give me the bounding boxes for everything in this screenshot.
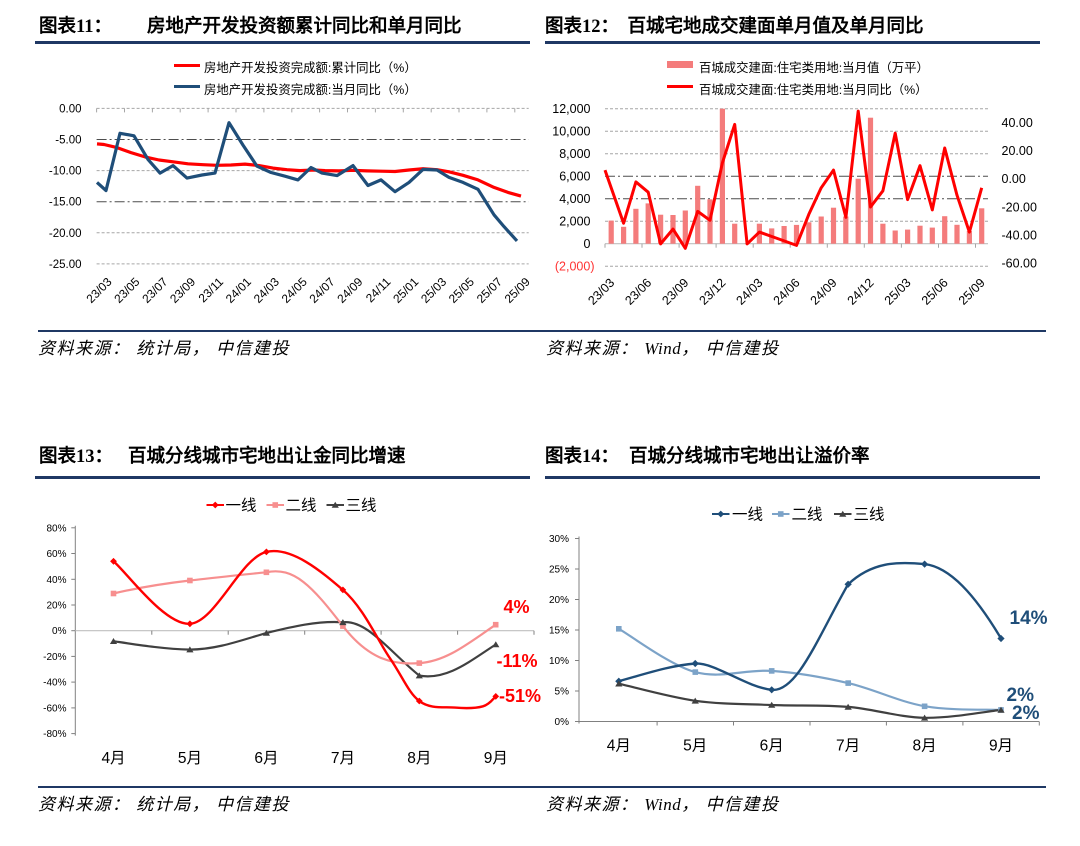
svg-text:23/03: 23/03 xyxy=(585,276,617,308)
svg-text:4月: 4月 xyxy=(607,738,631,755)
svg-text:20.00: 20.00 xyxy=(1002,144,1033,158)
svg-text:-25.00: -25.00 xyxy=(49,259,82,271)
svg-text:4,000: 4,000 xyxy=(559,192,590,206)
svg-text:30%: 30% xyxy=(549,534,569,545)
svg-text:23/11: 23/11 xyxy=(196,274,227,305)
svg-text:80%: 80% xyxy=(46,523,66,534)
svg-text:23/07: 23/07 xyxy=(139,274,170,305)
svg-text:8月: 8月 xyxy=(913,738,937,755)
svg-text:2,000: 2,000 xyxy=(559,214,590,228)
svg-text:60%: 60% xyxy=(46,549,66,560)
svg-text:25/06: 25/06 xyxy=(919,276,951,308)
svg-text:9月: 9月 xyxy=(484,750,508,767)
svg-text:25/05: 25/05 xyxy=(446,274,477,305)
svg-text:0%: 0% xyxy=(555,717,570,728)
svg-text:一线: 一线 xyxy=(732,506,763,524)
svg-text:25/03: 25/03 xyxy=(418,274,449,305)
svg-text:25/09: 25/09 xyxy=(502,274,533,305)
svg-text:24/09: 24/09 xyxy=(334,274,365,305)
svg-text:0%: 0% xyxy=(52,626,67,637)
svg-text:0: 0 xyxy=(584,237,591,251)
svg-text:一线: 一线 xyxy=(226,497,257,515)
svg-text:-5.00: -5.00 xyxy=(55,135,81,147)
svg-text:8,000: 8,000 xyxy=(559,147,590,161)
svg-text:15%: 15% xyxy=(549,626,569,637)
svg-text:6月: 6月 xyxy=(254,750,278,767)
svg-text:23/12: 23/12 xyxy=(697,276,729,308)
svg-text:9月: 9月 xyxy=(989,738,1013,755)
svg-text:-40%: -40% xyxy=(43,678,66,689)
svg-text:24/03: 24/03 xyxy=(734,276,766,308)
svg-text:6月: 6月 xyxy=(760,738,784,755)
svg-text:25/09: 25/09 xyxy=(956,276,988,308)
svg-text:24/12: 24/12 xyxy=(845,276,877,308)
svg-text:20%: 20% xyxy=(46,601,66,612)
svg-text:5月: 5月 xyxy=(178,750,202,767)
svg-text:25%: 25% xyxy=(549,565,569,576)
svg-text:25/01: 25/01 xyxy=(390,274,421,305)
svg-text:(2,000): (2,000) xyxy=(555,259,595,273)
svg-text:25/07: 25/07 xyxy=(474,274,505,305)
svg-text:23/09: 23/09 xyxy=(167,274,198,305)
svg-text:10,000: 10,000 xyxy=(552,124,590,138)
svg-text:5%: 5% xyxy=(555,687,570,698)
svg-text:24/03: 24/03 xyxy=(251,274,282,305)
svg-text:0.00: 0.00 xyxy=(1002,172,1026,186)
svg-text:-15.00: -15.00 xyxy=(49,197,82,209)
svg-text:-60%: -60% xyxy=(43,703,66,714)
svg-text:4月: 4月 xyxy=(101,750,125,767)
svg-text:12,000: 12,000 xyxy=(552,102,590,116)
svg-text:23/06: 23/06 xyxy=(622,276,654,308)
svg-text:6,000: 6,000 xyxy=(559,169,590,183)
svg-text:23/09: 23/09 xyxy=(659,276,691,308)
svg-text:5月: 5月 xyxy=(683,738,707,755)
svg-text:-40.00: -40.00 xyxy=(1002,229,1037,243)
svg-text:-10.00: -10.00 xyxy=(49,166,82,178)
svg-text:40.00: 40.00 xyxy=(1002,116,1033,130)
svg-text:25/03: 25/03 xyxy=(882,276,914,308)
svg-text:24/05: 24/05 xyxy=(279,274,310,305)
svg-text:三线: 三线 xyxy=(854,506,885,524)
svg-text:23/05: 23/05 xyxy=(111,274,142,305)
svg-text:10%: 10% xyxy=(549,656,569,667)
svg-text:7月: 7月 xyxy=(331,750,355,767)
svg-text:20%: 20% xyxy=(549,595,569,606)
svg-text:24/01: 24/01 xyxy=(223,274,254,305)
svg-text:7月: 7月 xyxy=(836,738,860,755)
svg-text:24/11: 24/11 xyxy=(363,274,394,305)
svg-text:二线: 二线 xyxy=(792,506,823,524)
svg-text:40%: 40% xyxy=(46,575,66,586)
svg-text:23/03: 23/03 xyxy=(83,274,114,305)
svg-text:24/09: 24/09 xyxy=(808,276,840,308)
svg-text:8月: 8月 xyxy=(407,750,431,767)
svg-text:-60.00: -60.00 xyxy=(1002,257,1037,271)
svg-text:0.00: 0.00 xyxy=(59,103,81,115)
svg-text:-20.00: -20.00 xyxy=(49,228,82,240)
svg-text:24/06: 24/06 xyxy=(771,276,803,308)
svg-text:-80%: -80% xyxy=(43,729,66,740)
svg-text:三线: 三线 xyxy=(346,497,377,515)
svg-text:24/07: 24/07 xyxy=(306,274,337,305)
svg-text:-20%: -20% xyxy=(43,652,66,663)
svg-text:-20.00: -20.00 xyxy=(1002,200,1037,214)
svg-text:二线: 二线 xyxy=(286,497,317,515)
